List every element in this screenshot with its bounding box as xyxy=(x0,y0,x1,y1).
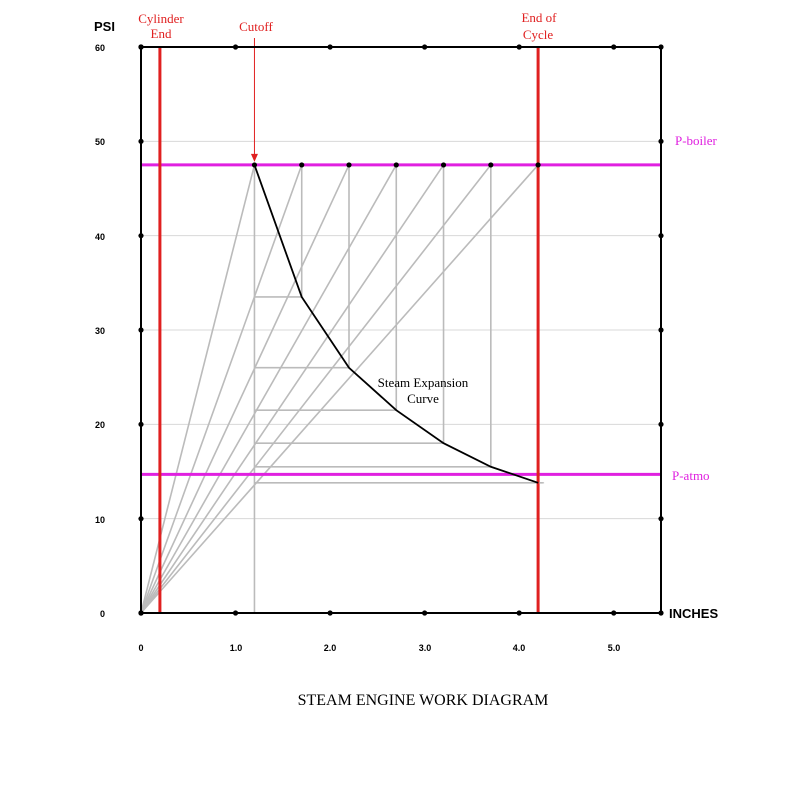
top-tick-dot-2 xyxy=(327,44,333,50)
left-tick-dot-0 xyxy=(138,610,144,616)
x-tick-0: 0 xyxy=(138,643,143,653)
boiler-point-3 xyxy=(393,162,399,168)
right-tick-dot-20 xyxy=(658,421,664,427)
right-tick-dot-10 xyxy=(658,516,664,522)
bottom-tick-dot-2 xyxy=(327,610,333,616)
cutoff-arrow-head xyxy=(250,153,258,162)
construction-radial-6 xyxy=(140,164,539,614)
end-of-cycle-label-1: End of xyxy=(521,10,557,25)
top-tick-dot-4 xyxy=(516,44,522,50)
bottom-tick-dot-1 xyxy=(232,610,239,616)
construction-lines xyxy=(140,164,543,614)
right-tick-dot-50 xyxy=(658,138,664,144)
cutoff-label: Cutoff xyxy=(239,19,273,34)
expansion-curve-group xyxy=(253,164,545,484)
y-tick-20: 20 xyxy=(95,420,105,430)
construction-radial-5 xyxy=(140,164,492,614)
reference-lines xyxy=(141,38,661,613)
y-axis-unit: PSI xyxy=(94,19,115,34)
construction-radial-3 xyxy=(140,164,397,614)
y-tick-0: 0 xyxy=(100,609,105,619)
plot-frame xyxy=(138,44,664,616)
bottom-tick-dot-5 xyxy=(611,610,617,616)
boiler-point-0 xyxy=(251,162,258,168)
p-atmo-label: P-atmo xyxy=(672,468,710,483)
y-tick-50: 50 xyxy=(95,137,105,147)
top-tick-dot-1 xyxy=(232,44,239,50)
gridlines xyxy=(141,140,661,520)
left-tick-dot-30 xyxy=(138,327,144,333)
left-tick-dot-50 xyxy=(138,138,144,144)
left-tick-dot-60 xyxy=(138,44,144,50)
bottom-tick-dot-3 xyxy=(422,610,428,616)
boiler-point-4 xyxy=(440,162,447,168)
construction-radial-1 xyxy=(140,164,303,614)
construction-radial-2 xyxy=(140,164,350,614)
y-tick-10: 10 xyxy=(95,515,105,525)
boiler-point-5 xyxy=(488,162,494,168)
steam-expansion-curve xyxy=(253,164,539,484)
top-tick-dot-3 xyxy=(422,44,428,50)
boiler-point-2 xyxy=(346,162,352,168)
labels: PSI INCHES Cylinder End Cutoff End of Cy… xyxy=(94,10,718,709)
y-tick-60: 60 xyxy=(95,43,105,53)
bottom-tick-dot-4 xyxy=(516,610,522,616)
left-tick-dot-40 xyxy=(138,233,144,239)
boiler-point-6 xyxy=(535,162,541,168)
curve-label-2: Curve xyxy=(407,391,439,406)
x-tick-3: 3.0 xyxy=(419,643,432,653)
y-tick-30: 30 xyxy=(95,326,105,336)
right-tick-dot-40 xyxy=(658,233,664,239)
x-tick-5: 5.0 xyxy=(608,643,621,653)
left-tick-dot-10 xyxy=(138,516,144,522)
end-of-cycle-label-2: Cycle xyxy=(523,27,554,42)
cylinder-end-label-2: End xyxy=(151,26,172,41)
y-tick-40: 40 xyxy=(95,232,105,242)
left-tick-dot-20 xyxy=(138,421,144,427)
cylinder-end-label-1: Cylinder xyxy=(138,11,184,26)
diagram-title: STEAM ENGINE WORK DIAGRAM xyxy=(298,692,549,709)
right-tick-dot-0 xyxy=(658,610,664,616)
x-tick-4: 4.0 xyxy=(513,643,526,653)
right-tick-dot-30 xyxy=(658,327,664,333)
right-tick-dot-60 xyxy=(658,44,664,50)
top-tick-dot-5 xyxy=(611,44,617,50)
curve-label-1: Steam Expansion xyxy=(378,375,469,390)
construction-radial-4 xyxy=(140,164,445,614)
x-tick-2: 2.0 xyxy=(324,643,337,653)
boiler-point-1 xyxy=(299,162,305,168)
construction-radial-0 xyxy=(140,164,256,614)
p-boiler-label: P-boiler xyxy=(675,133,718,148)
x-tick-1: 1.0 xyxy=(230,643,243,653)
x-axis-unit: INCHES xyxy=(669,606,718,621)
